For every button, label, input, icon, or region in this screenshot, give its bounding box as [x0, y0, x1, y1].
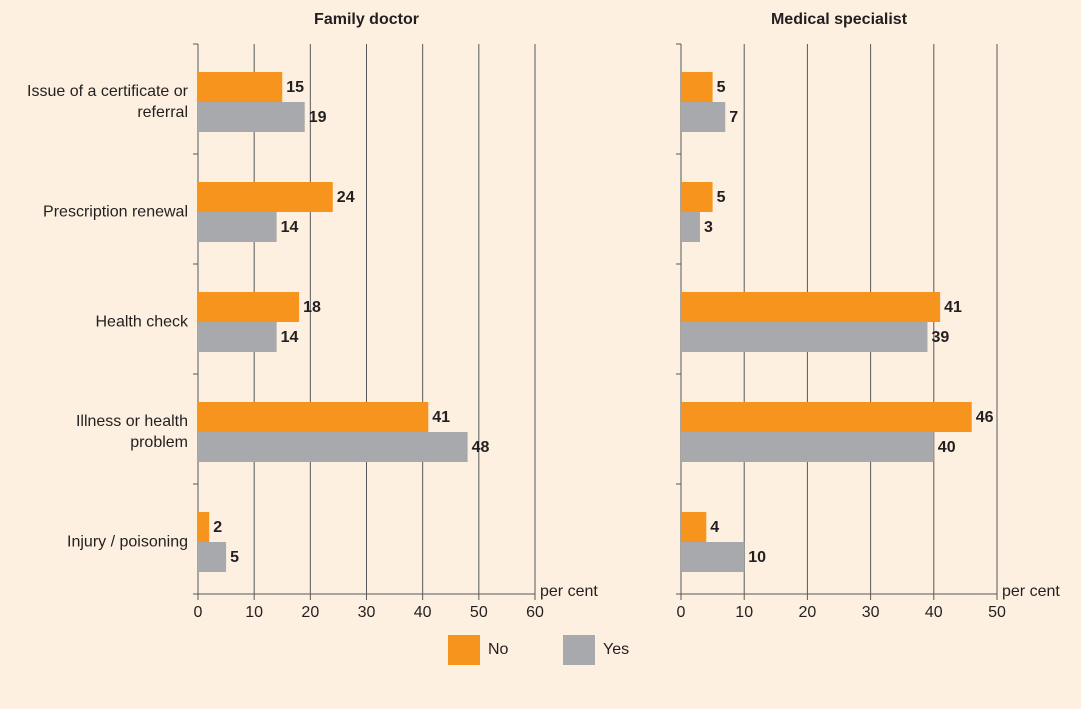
chart-title: Family doctor — [314, 11, 419, 28]
data-label: 10 — [748, 549, 766, 566]
x-axis-label: per cent — [1002, 583, 1060, 600]
data-label: 18 — [303, 299, 321, 316]
data-label: 7 — [729, 109, 738, 126]
data-label: 5 — [717, 189, 726, 206]
bar — [681, 432, 934, 462]
y-tick-label: Issue of a certificate or referral — [27, 83, 188, 121]
chart-title: Medical specialist — [771, 11, 908, 28]
x-tick-label: 20 — [301, 604, 319, 621]
y-tick-label: Injury / poisoning — [67, 533, 188, 551]
data-label: 41 — [944, 299, 962, 316]
data-label: 14 — [281, 219, 299, 236]
data-label: 46 — [976, 409, 994, 426]
bar — [681, 72, 713, 102]
bar — [198, 182, 333, 212]
x-tick-label: 20 — [799, 604, 817, 621]
data-label: 2 — [213, 519, 222, 536]
x-tick-label: 50 — [988, 604, 1006, 621]
data-label: 14 — [281, 329, 299, 346]
bar — [198, 322, 277, 352]
bar — [198, 402, 429, 432]
legend-label: No — [488, 641, 509, 658]
x-tick-label: 30 — [862, 604, 880, 621]
data-label: 5 — [717, 79, 726, 96]
x-tick-label: 30 — [358, 604, 376, 621]
bar — [198, 292, 300, 322]
x-tick-label: 10 — [245, 604, 263, 621]
bar — [681, 402, 972, 432]
data-label: 4 — [710, 519, 719, 536]
data-label: 3 — [704, 219, 713, 236]
x-tick-label: 50 — [470, 604, 488, 621]
data-label: 15 — [286, 79, 304, 96]
x-tick-label: 10 — [735, 604, 753, 621]
x-axis-label: per cent — [540, 583, 598, 600]
bar — [681, 182, 713, 212]
legend-swatch — [563, 635, 595, 665]
bar — [198, 72, 283, 102]
data-label: 19 — [309, 109, 327, 126]
bar — [681, 292, 941, 322]
x-tick-label: 40 — [414, 604, 432, 621]
bar — [198, 212, 277, 242]
x-tick-label: 0 — [677, 604, 686, 621]
bar — [681, 542, 745, 572]
data-label: 48 — [472, 439, 490, 456]
x-tick-label: 60 — [526, 604, 544, 621]
y-tick-label: Health check — [95, 313, 189, 331]
data-label: 39 — [931, 329, 949, 346]
data-label: 41 — [432, 409, 450, 426]
data-label: 5 — [230, 549, 239, 566]
bar — [198, 542, 227, 572]
bar — [681, 212, 700, 242]
data-label: 24 — [337, 189, 355, 206]
y-tick-label: Illness or health problem — [75, 413, 188, 451]
legend-label: Yes — [603, 641, 629, 658]
data-label: 40 — [938, 439, 956, 456]
bar — [198, 102, 305, 132]
bar — [681, 512, 707, 542]
legend-swatch — [448, 635, 480, 665]
bar — [681, 102, 726, 132]
y-tick-label: Prescription renewal — [43, 203, 188, 221]
bar — [198, 432, 468, 462]
x-tick-label: 0 — [194, 604, 203, 621]
bar — [681, 322, 928, 352]
x-tick-label: 40 — [925, 604, 943, 621]
bar — [198, 512, 210, 542]
